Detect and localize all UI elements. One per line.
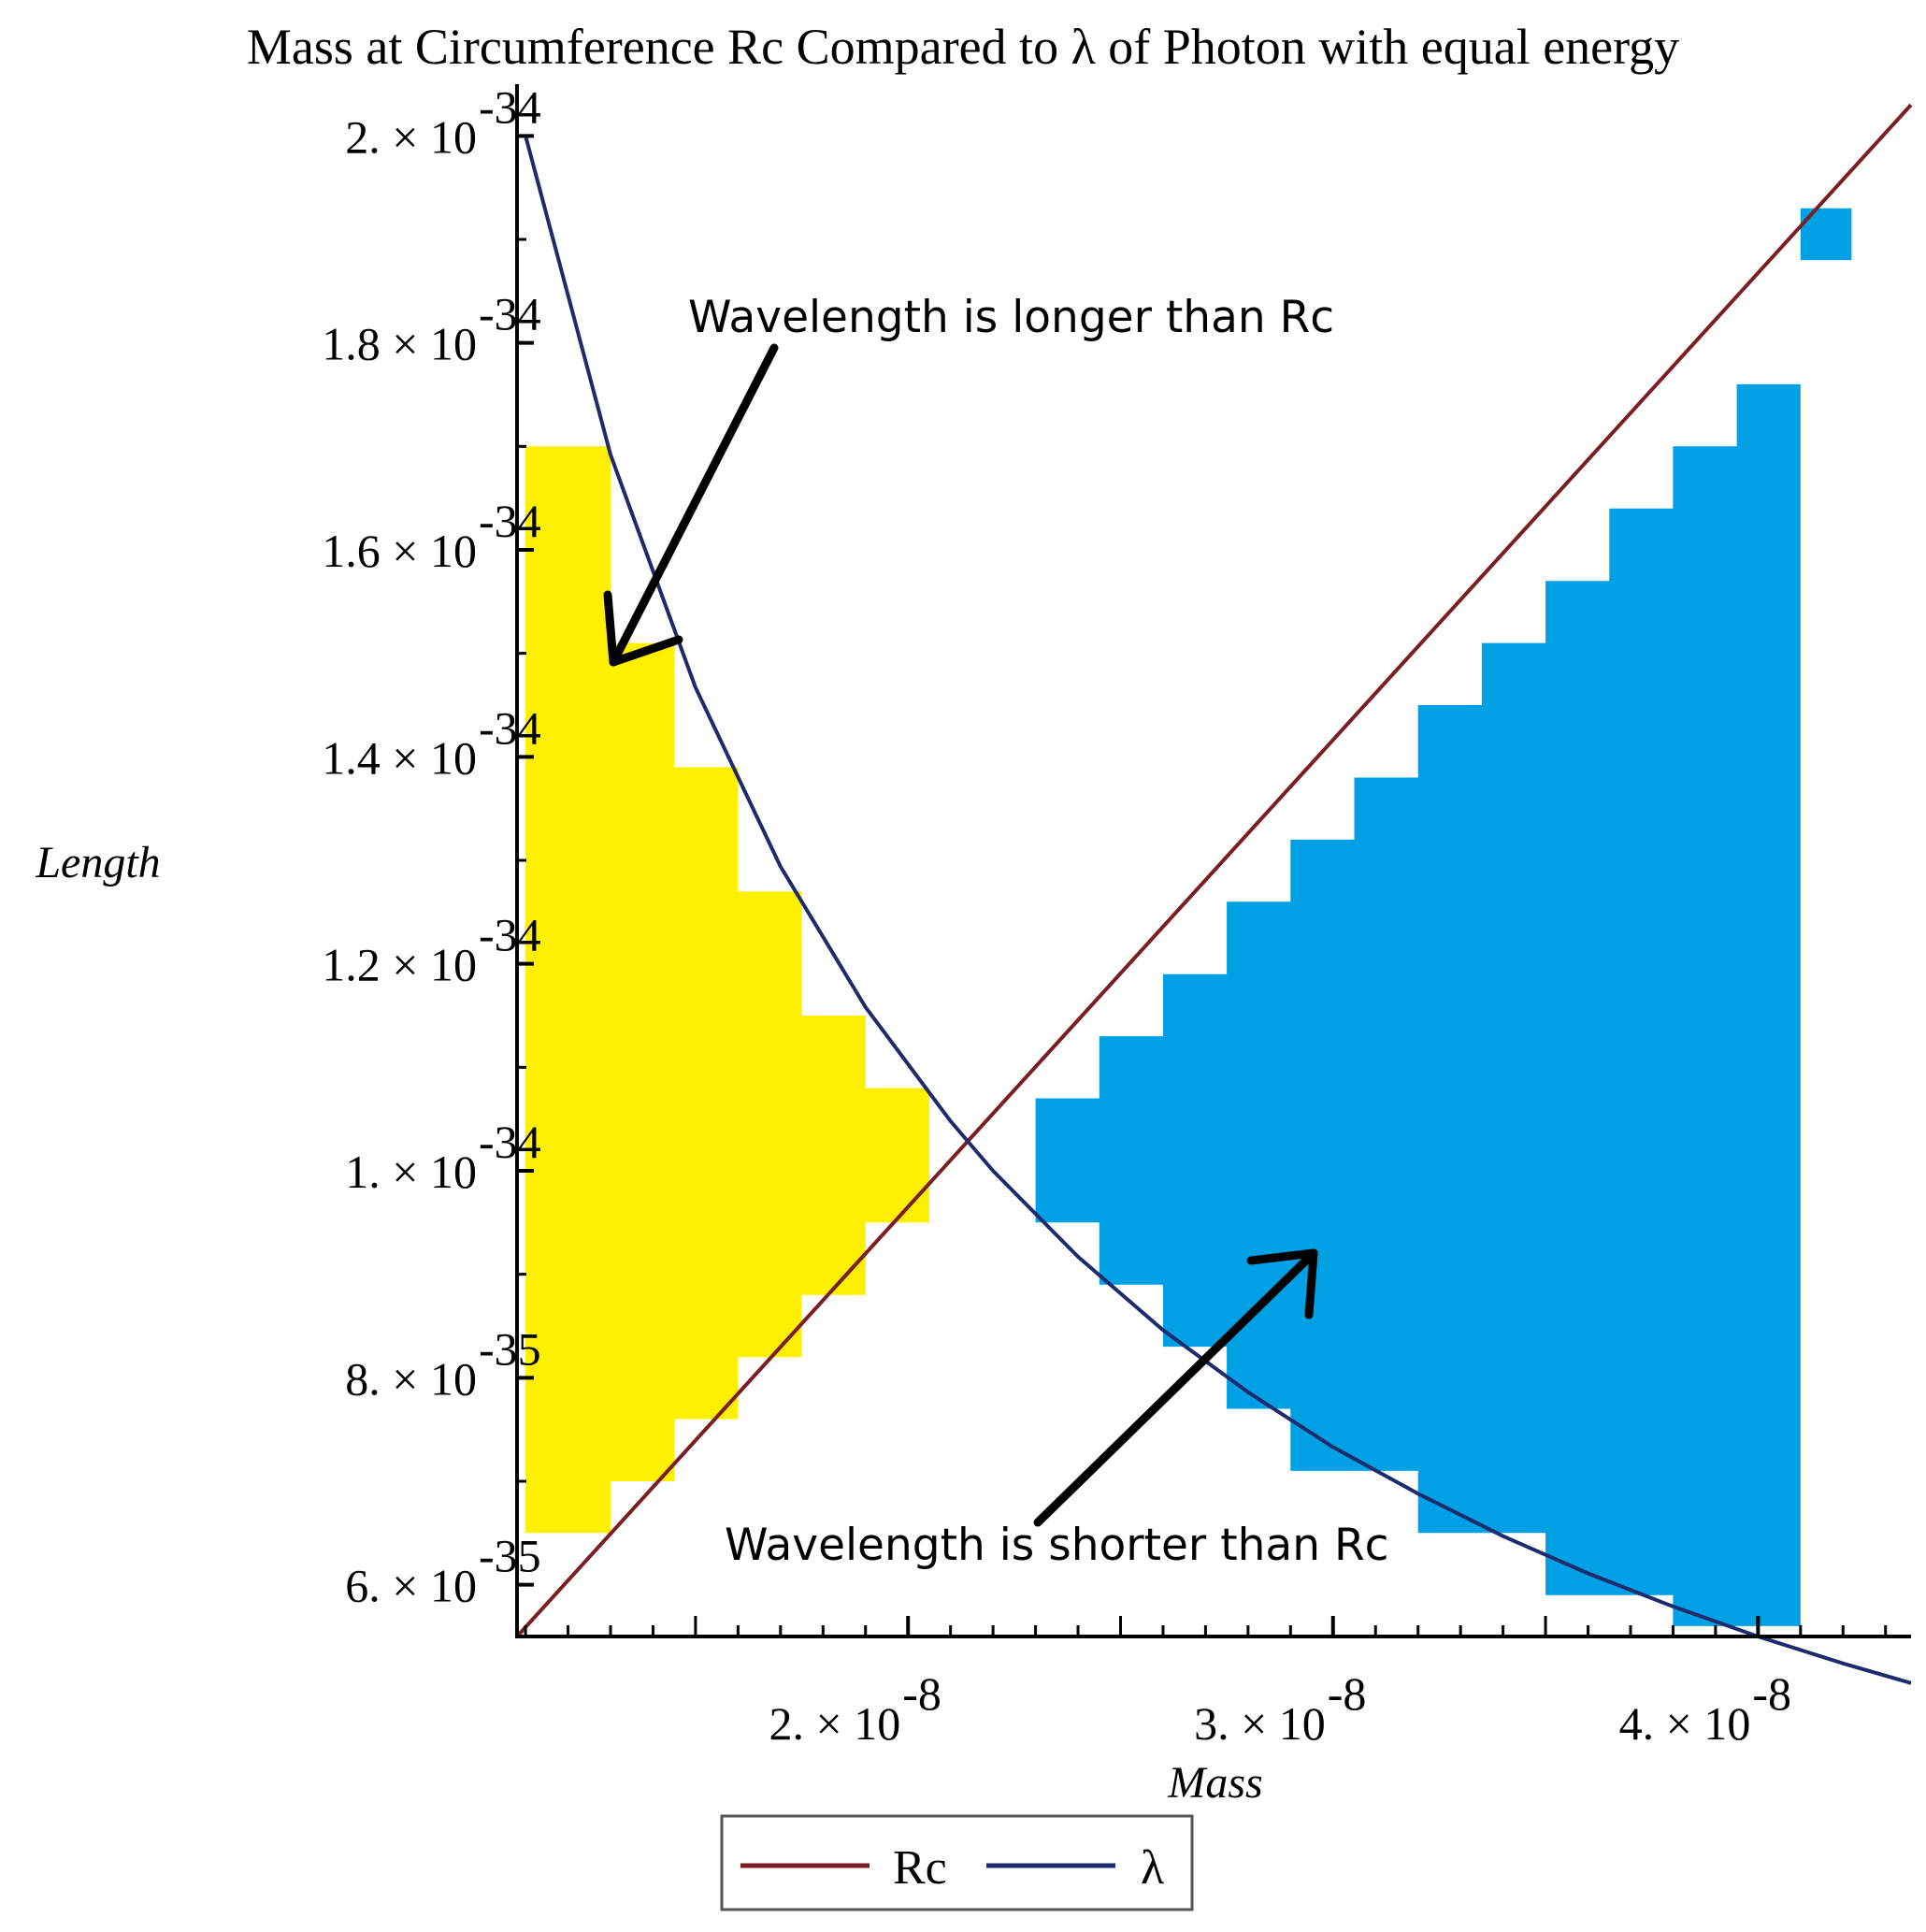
y-tick-exponent: -34 (479, 80, 541, 133)
legend-label-rc: Rc (893, 1841, 947, 1895)
annotation-longer-text: Wavelength is longer than Rc (688, 292, 1334, 343)
legend-box (722, 1816, 1192, 1910)
y-axis-label: Length (35, 838, 160, 887)
y-tick-label: 1.4 × 10 (322, 731, 477, 784)
shaded-region-blue (1036, 209, 1852, 1626)
y-tick-exponent: -35 (479, 1322, 541, 1375)
annotation-shorter-text: Wavelength is shorter than Rc (725, 1520, 1388, 1571)
y-tick-label: 2. × 10 (345, 110, 477, 163)
y-tick-exponent: -34 (479, 701, 541, 754)
x-tick-label: 4. × 10 (1619, 1697, 1751, 1750)
x-tick-exponent: -8 (1752, 1667, 1791, 1720)
x-tick-label: 3. × 10 (1194, 1697, 1326, 1750)
chart-title: Mass at Circumference Rc Compared to λ o… (247, 19, 1679, 75)
y-tick-label: 8. × 10 (345, 1352, 477, 1405)
y-tick-label: 1. × 10 (345, 1146, 477, 1198)
legend: Rc λ (722, 1816, 1192, 1910)
annotation-longer: Wavelength is longer than Rc (608, 292, 1334, 662)
y-tick-exponent: -34 (479, 288, 541, 340)
legend-label-lambda: λ (1141, 1841, 1164, 1895)
shaded-regions (525, 209, 1851, 1626)
x-tick-exponent: -8 (902, 1667, 941, 1720)
y-tick-exponent: -35 (479, 1530, 541, 1582)
shaded-region-yellow (525, 446, 929, 1533)
x-axis-label: Mass (1167, 1758, 1262, 1808)
y-tick-label: 1.6 × 10 (322, 525, 477, 577)
y-tick-exponent: -34 (479, 1116, 541, 1168)
y-tick-exponent: -34 (479, 909, 541, 961)
x-tick-exponent: -8 (1328, 1667, 1367, 1720)
y-tick-label: 1.8 × 10 (322, 318, 477, 370)
y-tick-label: 1.2 × 10 (322, 939, 477, 991)
x-tick-label: 2. × 10 (769, 1697, 901, 1750)
y-ticks: 6. × 10-358. × 10-351. × 10-341.2 × 10-3… (322, 80, 540, 1611)
y-tick-exponent: -34 (479, 495, 541, 547)
annotation-longer-arrow (613, 348, 774, 662)
y-tick-label: 6. × 10 (345, 1560, 477, 1612)
